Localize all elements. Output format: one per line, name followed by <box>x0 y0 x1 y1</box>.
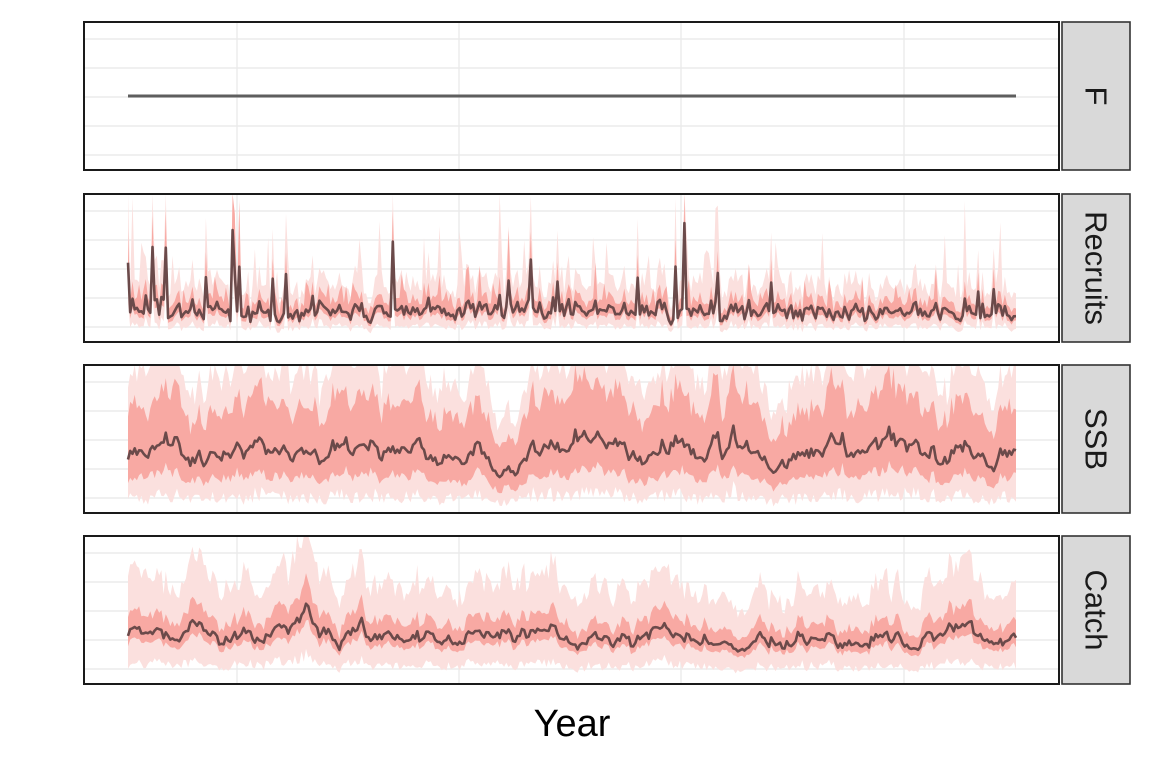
facet-label: Recruits <box>1079 211 1114 325</box>
facet-panel-catch: Catch <box>83 535 1131 685</box>
x-axis-label: Year <box>534 703 611 745</box>
facet-panel-recruits: Recruits <box>83 193 1131 343</box>
facet-strip <box>1061 21 1131 171</box>
panel-border <box>83 535 1060 685</box>
facet-strip <box>1061 193 1131 343</box>
facet-strip <box>1061 535 1131 685</box>
median-line <box>126 221 1017 326</box>
median-line <box>126 424 1017 479</box>
facet-strip <box>1061 364 1131 514</box>
facet-label: SSB <box>1079 408 1114 470</box>
facet-panel-ssb: SSB <box>83 364 1131 514</box>
facet-panel-f: F <box>83 21 1131 171</box>
inner-interval-band <box>128 365 1016 494</box>
outer-interval-band <box>128 194 1016 334</box>
panel-border <box>83 364 1060 514</box>
panel-border <box>83 193 1060 343</box>
facet-label: Catch <box>1079 570 1114 651</box>
inner-interval-band <box>128 573 1016 658</box>
median-line <box>126 602 1018 653</box>
facet-label: F <box>1079 87 1114 106</box>
panel-border <box>83 21 1060 171</box>
panels-group: F Recruits SSB Catch <box>83 21 1131 685</box>
